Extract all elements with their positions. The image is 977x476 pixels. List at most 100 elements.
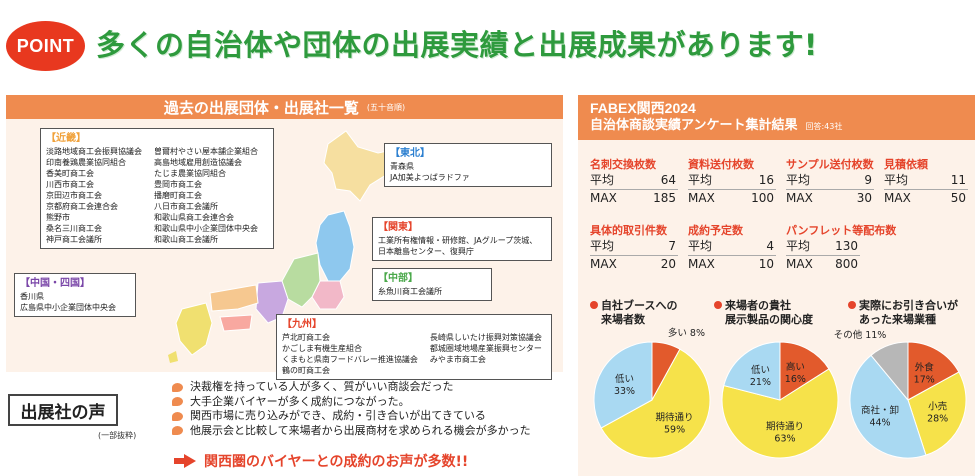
stat-avg-label: 平均	[786, 173, 811, 187]
list-item: 鶴の町商工会	[282, 366, 330, 375]
point-badge: POINT	[6, 21, 85, 71]
stat-samples-sent: サンプル送付枚数 平均 9 MAX 30	[786, 158, 874, 207]
pie-slice	[849, 354, 927, 459]
list-item: 播磨町商工会	[154, 191, 202, 200]
exhibitors-panel: 【近畿】 淡路地域商工会振興協議会 印南養鶏農業協同組合 香美町商工会 川西市商…	[6, 119, 563, 380]
stat-avg-label: 平均	[688, 239, 713, 253]
stat-label: 名刺交換枚数	[590, 158, 656, 171]
stat-avg-label: 平均	[590, 239, 615, 253]
list-item: 関西市場に売り込みができ、成約・引き合いが出てきている	[172, 409, 531, 424]
stat-label: 成約予定数	[688, 224, 743, 237]
stat-avg-label: 平均	[688, 173, 713, 187]
stat-max-value: 185	[653, 191, 676, 205]
stat-label: 資料送付枚数	[688, 158, 754, 171]
stat-max-label: MAX	[590, 191, 617, 205]
stat-avg-value: 130	[835, 239, 858, 253]
map-shikoku	[219, 314, 253, 332]
stat-max-value: 50	[950, 191, 966, 205]
pie-title-industries: 実際にお引き合いが あった来場業種	[848, 299, 958, 327]
stat-max-label: MAX	[884, 191, 911, 205]
exhibitors-title-bar: 過去の出展団体・出展社一覧 (五十音順)	[6, 95, 563, 119]
stat-label: パンフレット等配布数	[786, 224, 897, 237]
region-kanto: 【関東】 工業所有権情報・研修館、JAグループ茨城、 日本離島センター、復興庁	[372, 217, 552, 261]
pie-slice-label: 低い 21%	[750, 364, 771, 388]
bullet-icon	[848, 301, 856, 309]
pie-title-line: 来場者数	[601, 313, 645, 326]
stat-pamphlets: パンフレット等配布数 平均 130 MAX 800	[786, 224, 897, 273]
list-item: 淡路地域商工会振興協議会	[46, 147, 142, 156]
voice-note: (一部抜粋)	[98, 431, 137, 440]
speech-bubble-icon	[172, 426, 183, 436]
pie-slice-label: 外食 17%	[914, 362, 935, 386]
region-chugoku-shikoku-title: 【中国・四国】	[20, 278, 90, 289]
stat-max-label: MAX	[590, 257, 617, 271]
pie-slice-label: 期待通り 63%	[766, 421, 804, 445]
pie-title-line: 来場者の貴社	[725, 299, 791, 312]
list-item: 広島県中小企業団体中央会	[20, 303, 116, 312]
pie-title-line: 実際にお引き合いが	[859, 299, 958, 312]
stat-avg-value: 9	[864, 173, 872, 187]
list-item: 香川県	[20, 292, 44, 301]
list-item: 都城圏域地場産業振興センター	[429, 344, 542, 353]
list-item: 京都府商工会連合会	[46, 202, 118, 211]
list-item: くまもと県南フードバレー推進協議会	[282, 355, 418, 364]
map-okinawa	[168, 351, 178, 363]
stat-avg-label: 平均	[884, 173, 909, 187]
pie-title-interest: 来場者の貴社 展示製品の関心度	[714, 299, 813, 327]
stat-quote-requests: 見積依頼 平均 11 MAX 50	[884, 158, 968, 207]
stat-max-label: MAX	[786, 191, 813, 205]
bullet-icon	[714, 301, 722, 309]
stat-documents-sent: 資料送付枚数 平均 16 MAX 100	[688, 158, 776, 207]
stat-max-label: MAX	[688, 191, 715, 205]
pie-slice	[907, 341, 960, 401]
stat-label: サンプル送付枚数	[786, 158, 874, 171]
list-item: JA加美よつばラドファ	[390, 173, 470, 182]
headline: 多くの自治体や団体の出展実績と出展成果があります!	[96, 28, 818, 62]
stat-business-cards: 名刺交換枚数 平均 64 MAX 185	[590, 158, 678, 207]
stat-avg-value: 7	[668, 239, 676, 253]
list-item: 芦北町商工会	[282, 333, 330, 342]
map-kyushu	[175, 302, 213, 356]
stat-avg-value: 11	[950, 173, 966, 187]
region-kinki-title: 【近畿】	[46, 133, 86, 144]
pie-slice	[600, 348, 711, 459]
stat-label: 具体的取引件数	[590, 224, 667, 237]
list-item: 川西市商工会	[46, 180, 94, 189]
voice-title: 出展社の声	[8, 394, 118, 426]
speech-bubble-icon	[172, 382, 183, 392]
stat-max-value: 20	[660, 257, 676, 271]
voice-text: 大手企業バイヤーが多く成約につながった。	[190, 394, 410, 408]
pie-title-line: あった来場業種	[859, 313, 936, 326]
voice-text: 他展示会と比較して来場者から出展商材を求められる機会が多かった	[190, 423, 531, 437]
list-item: かごしま有機生産組合	[282, 344, 362, 353]
region-chugoku-shikoku: 【中国・四国】 香川県 広島県中小企業団体中央会	[14, 273, 136, 317]
exhibitors-title: 過去の出展団体・出展社一覧	[163, 98, 359, 117]
list-item: みやま市商工会	[429, 355, 486, 364]
speech-bubble-icon	[172, 397, 183, 407]
stat-max-label: MAX	[786, 257, 813, 271]
stat-avg-value: 16	[758, 173, 774, 187]
map-chugoku	[209, 284, 259, 312]
list-item: 熊野市	[46, 213, 70, 222]
arrow-right-icon	[174, 454, 196, 468]
pie-slice	[723, 341, 781, 401]
list-item: 他展示会と比較して来場者から出展商材を求められる機会が多かった	[172, 424, 531, 439]
stat-label: 見積依頼	[884, 158, 928, 171]
region-kinki: 【近畿】 淡路地域商工会振興協議会 印南養鶏農業協同組合 香美町商工会 川西市商…	[40, 128, 274, 249]
stat-avg-label: 平均	[786, 239, 811, 253]
list-item: 長崎県しいたけ振興対策協議会	[429, 333, 542, 342]
list-item: 八日市商工会議所	[154, 202, 218, 211]
stat-max-value: 800	[835, 257, 858, 271]
stat-avg-value: 64	[660, 173, 676, 187]
pie-slice	[593, 341, 653, 429]
pie-slice-label: 低い 33%	[614, 373, 635, 397]
list-item: 工業所有権情報・研修館、JAグループ茨城、	[378, 236, 538, 245]
stat-planned-contracts: 成約予定数 平均 4 MAX 10	[688, 224, 776, 273]
pie-slice	[870, 341, 909, 402]
list-item: 和歌山県中小企業団体中央会	[154, 224, 258, 233]
region-tohoku-title: 【東北】	[390, 148, 430, 159]
pie-title-line: 展示製品の関心度	[725, 313, 813, 326]
survey-subtitle: 自治体商談実績アンケート集計結果	[590, 118, 798, 133]
pie-slice-label: 高い 16%	[785, 361, 806, 385]
pie-chart-interest: 高い 16% 期待通り 63% 低い 21%	[721, 341, 839, 459]
